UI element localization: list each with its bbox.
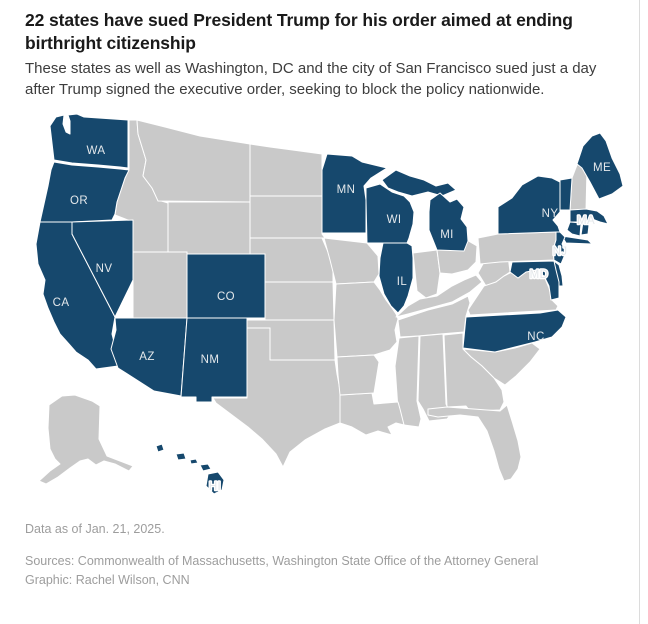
page-title: 22 states have sued President Trump for … — [25, 10, 573, 53]
state-mi — [428, 192, 469, 252]
state-label-nj: NJ — [553, 246, 568, 258]
us-map-svg: WA OR NV CA AZ NM CO MN WI MI IL ME NY MA NJ MD NC HI — [35, 113, 624, 495]
state-nj — [552, 231, 567, 265]
state-co — [186, 253, 266, 319]
state-pa — [477, 231, 557, 265]
state-mt — [136, 119, 251, 203]
state-label-me: ME — [593, 162, 611, 174]
state-wi — [365, 183, 415, 244]
state-md — [509, 260, 560, 301]
state-label-nv: NV — [96, 263, 113, 275]
state-label-mn: MN — [337, 184, 356, 196]
state-mi — [381, 169, 457, 197]
state-ks — [264, 281, 335, 321]
state-ny — [497, 175, 561, 235]
state-label-ma: MA — [577, 215, 595, 227]
state-la — [339, 392, 405, 436]
state-vt — [559, 177, 573, 211]
state-label-md: MD — [530, 269, 549, 281]
page-subtitle: These states as well as Washington, DC a… — [25, 60, 597, 98]
state-sd — [249, 195, 326, 239]
state-hi — [175, 452, 187, 461]
state-label-wi: WI — [387, 214, 402, 226]
state-fl — [427, 404, 522, 482]
state-ny — [561, 235, 593, 245]
state-wa — [49, 113, 129, 169]
state-ga — [443, 332, 505, 412]
state-me — [576, 132, 624, 200]
state-hi — [155, 443, 165, 453]
state-nd — [249, 143, 323, 197]
state-ut — [132, 251, 188, 319]
state-ky — [395, 274, 483, 318]
state-ar — [336, 354, 380, 396]
state-label-il: IL — [397, 276, 408, 288]
state-label-ny: NY — [542, 208, 559, 220]
state-nm — [180, 317, 248, 403]
state-nv — [71, 219, 134, 318]
state-ct — [566, 221, 582, 237]
data-as-of-note: Data as of Jan. 21, 2025. — [25, 522, 165, 536]
state-al — [417, 333, 452, 422]
state-ak — [38, 394, 134, 485]
state-label-nm: NM — [201, 354, 220, 366]
source-credit-block: Sources: Commonwealth of Massachusetts, … — [25, 552, 625, 590]
us-choropleth-map: WA OR NV CA AZ NM CO MN WI MI IL ME NY MA NJ MD NC HI — [0, 110, 648, 510]
state-hi — [205, 471, 225, 495]
state-mn — [321, 153, 388, 234]
graphic-credit-line: Graphic: Rachel Wilson, CNN — [25, 573, 190, 587]
state-label-ca: CA — [53, 297, 70, 309]
state-label-wa: WA — [87, 145, 106, 157]
sources-line: Sources: Commonwealth of Massachusetts, … — [25, 554, 539, 568]
state-label-hi: HI — [209, 481, 221, 493]
state-label-or: OR — [70, 195, 88, 207]
state-label-az: AZ — [139, 351, 155, 363]
right-edge-divider — [639, 0, 640, 624]
state-ia — [323, 237, 380, 285]
state-hi — [199, 463, 212, 472]
state-hi — [189, 458, 199, 465]
state-label-nc: NC — [527, 331, 544, 343]
state-ma — [569, 208, 609, 226]
state-or — [39, 161, 130, 223]
state-wy — [167, 201, 251, 255]
state-nc — [462, 309, 567, 353]
state-ri — [580, 221, 590, 236]
state-label-mi: MI — [440, 229, 454, 241]
state-in — [412, 249, 441, 299]
state-ms — [394, 335, 422, 428]
state-label-co: CO — [217, 291, 235, 303]
state-tx — [212, 327, 342, 468]
state-il — [378, 242, 414, 314]
